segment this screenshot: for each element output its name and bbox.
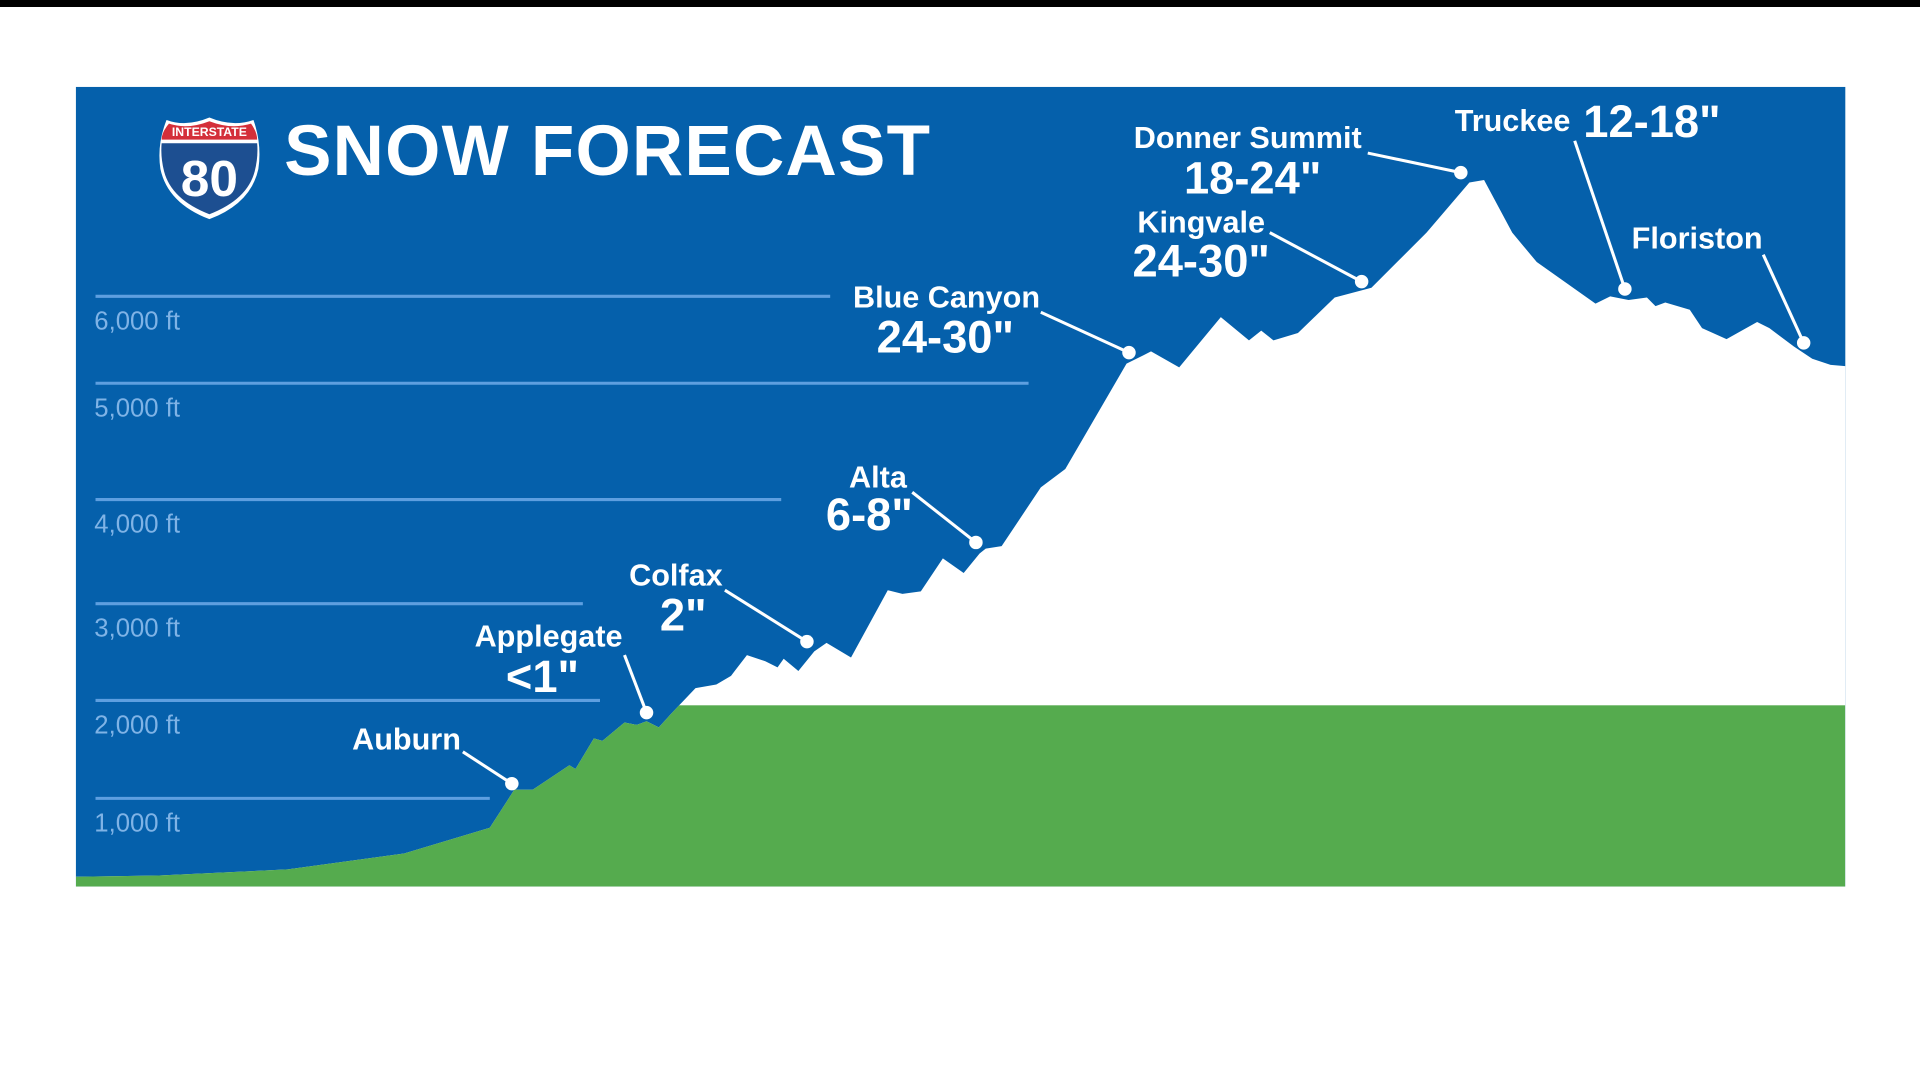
snow-amount: 24-30" bbox=[877, 312, 1014, 363]
leader-line bbox=[911, 491, 977, 544]
leader-line bbox=[1367, 151, 1462, 175]
interstate-80-shield-icon: INTERSTATE 80 bbox=[159, 117, 260, 220]
snow-amount: 18-24" bbox=[1184, 152, 1321, 203]
top-border bbox=[0, 0, 1920, 7]
snow-amount: <1" bbox=[506, 651, 579, 702]
callout-floriston: Floriston bbox=[1632, 222, 1811, 350]
snow-amount: 24-30" bbox=[1133, 236, 1270, 287]
y-tick-label: 2,000 ft bbox=[94, 711, 180, 739]
location-marker bbox=[1618, 282, 1632, 296]
location-marker bbox=[505, 776, 519, 791]
location-name: Alta bbox=[849, 460, 908, 494]
location-marker bbox=[639, 705, 654, 720]
shield-top-text: INTERSTATE bbox=[172, 125, 247, 139]
callout-auburn: Auburn bbox=[352, 722, 519, 791]
leader-line bbox=[1761, 254, 1806, 344]
y-tick-label: 1,000 ft bbox=[94, 809, 180, 837]
leader-line bbox=[623, 654, 648, 714]
location-name: Truckee bbox=[1455, 104, 1571, 138]
snow-amount: 12-18" bbox=[1583, 96, 1720, 147]
y-tick-label: 3,000 ft bbox=[94, 615, 180, 643]
leader-line bbox=[1040, 310, 1130, 355]
location-name: Floriston bbox=[1632, 222, 1763, 256]
location-marker bbox=[1796, 336, 1811, 350]
shield-number: 80 bbox=[181, 149, 238, 207]
location-marker bbox=[1354, 274, 1369, 289]
location-name: Kingvale bbox=[1137, 206, 1265, 240]
location-name: Blue Canyon bbox=[853, 280, 1040, 314]
callout-truckee: Truckee 12-18" bbox=[1455, 96, 1721, 296]
location-marker bbox=[1122, 345, 1136, 360]
y-tick-label: 6,000 ft bbox=[94, 307, 180, 335]
location-name: Colfax bbox=[629, 558, 723, 592]
callout-applegate: Applegate<1" bbox=[475, 620, 654, 720]
leader-line bbox=[724, 588, 808, 643]
leader-line bbox=[462, 750, 513, 785]
location-marker bbox=[1454, 165, 1468, 180]
y-tick-label: 4,000 ft bbox=[94, 511, 180, 539]
location-marker bbox=[969, 535, 983, 550]
leader-line bbox=[1573, 140, 1627, 290]
leader-line bbox=[1269, 231, 1363, 283]
location-name: Donner Summit bbox=[1134, 121, 1362, 155]
snow-amount: 2" bbox=[660, 590, 707, 641]
location-name: Applegate bbox=[475, 620, 623, 654]
page-title: SNOW FORECAST bbox=[284, 112, 931, 191]
location-name: Auburn bbox=[352, 722, 461, 756]
snow-amount: 6-8" bbox=[826, 489, 913, 540]
gridlines: 1,000 ft 2,000 ft 3,000 ft 4,000 ft 5,000 ft… bbox=[94, 294, 1029, 837]
y-tick-label: 5,000 ft bbox=[94, 394, 180, 422]
location-marker bbox=[800, 634, 814, 649]
